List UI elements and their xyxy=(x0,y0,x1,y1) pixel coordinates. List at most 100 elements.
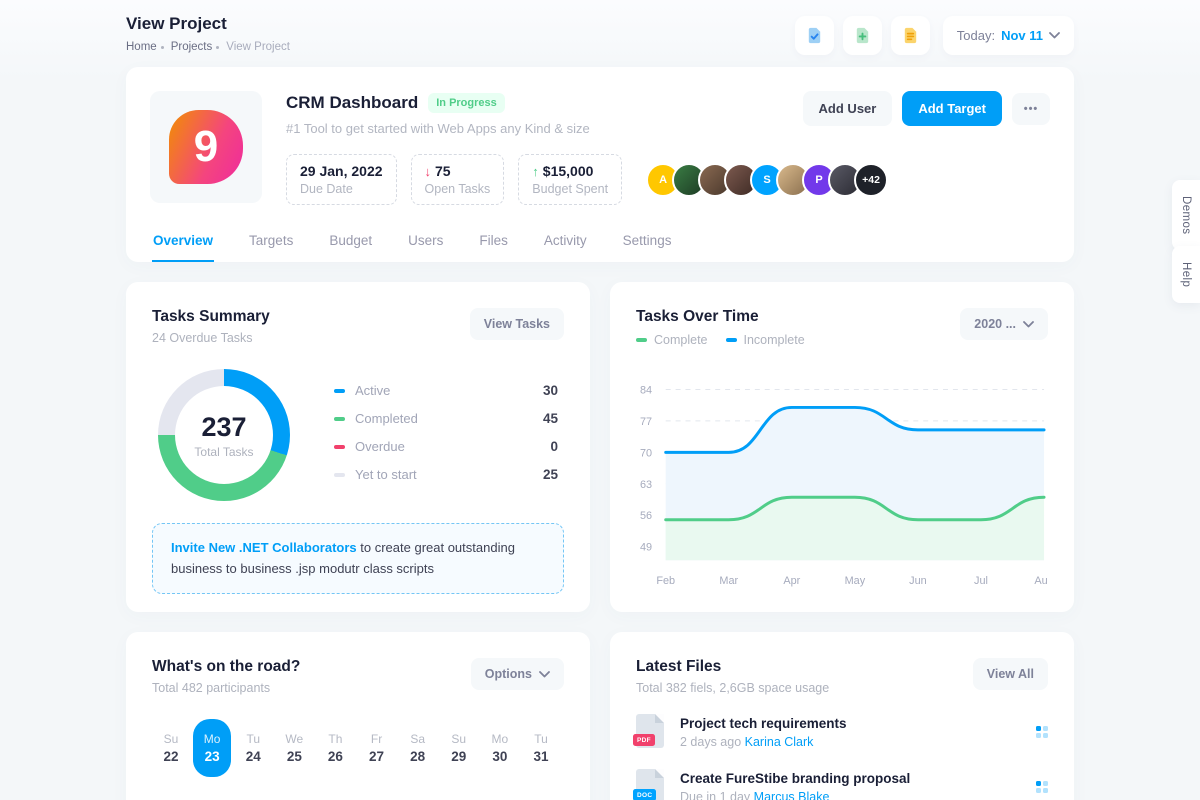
day-of-week: Tu xyxy=(246,732,260,746)
file-plus-button[interactable] xyxy=(842,16,882,55)
view-tasks-button[interactable]: View Tasks xyxy=(469,308,564,340)
breadcrumb-item-home[interactable]: Home xyxy=(126,41,157,53)
svg-text:Jun: Jun xyxy=(909,575,927,587)
tab-settings[interactable]: Settings xyxy=(622,233,672,248)
svg-text:49: 49 xyxy=(640,542,652,554)
project-card: 9 CRM Dashboard In Progress #1 Tool to g… xyxy=(126,67,1074,262)
svg-text:Apr: Apr xyxy=(783,575,800,587)
add-target-button[interactable]: Add Target xyxy=(902,91,1002,126)
tab-targets[interactable]: Targets xyxy=(249,233,294,248)
breadcrumb-separator xyxy=(160,45,164,49)
file-meta: 2 days ago Karina Clark xyxy=(680,734,814,749)
project-logo-box: 9 xyxy=(150,91,262,203)
avatar-group: A S P +42 xyxy=(646,162,889,197)
year-filter-dropdown[interactable]: 2020 ... xyxy=(960,308,1048,340)
stat-value: 75 xyxy=(435,163,451,179)
legend-dash-icon xyxy=(334,388,345,393)
invite-collaborators-link[interactable]: Invite New .NET Collaborators xyxy=(171,540,357,555)
legend-row-active: Active 30 xyxy=(334,379,558,402)
project-info: CRM Dashboard In Progress #1 Tool to get… xyxy=(286,91,1050,205)
latest-files-card: Latest Files Total 382 fiels, 2,6GB spac… xyxy=(610,632,1074,800)
day-number: 25 xyxy=(286,749,302,764)
tab-activity[interactable]: Activity xyxy=(543,233,587,248)
file-item[interactable]: PDF Project tech requirements 2 days ago… xyxy=(633,714,1048,750)
legend-complete: Complete xyxy=(636,333,708,347)
topbar: View Project Home Projects View Project xyxy=(126,14,1074,55)
line-chart: 84 77 70 63 56 49 Feb Mar Apr May Jun Jul Aug xyxy=(640,384,1048,587)
card-title: Latest Files xyxy=(636,658,722,675)
trend-down-icon: ↓ xyxy=(424,163,432,179)
file-name[interactable]: Create FureStibe branding proposal xyxy=(680,770,911,786)
trend-up-icon: ↑ xyxy=(532,163,539,179)
tasks-summary-card: Tasks Summary 24 Overdue Tasks View Task… xyxy=(126,282,590,612)
stat-label: Open Tasks xyxy=(424,182,491,196)
total-tasks-label: Total Tasks xyxy=(194,444,254,459)
legend-dash-icon xyxy=(636,338,647,342)
svg-text:Jul: Jul xyxy=(974,575,988,587)
file-item[interactable]: DOC Create FureStibe branding proposal D… xyxy=(633,769,1048,800)
avatar[interactable] xyxy=(724,162,759,197)
project-logo-icon: 9 xyxy=(169,110,243,184)
calendar-day[interactable]: Tu 24 xyxy=(234,719,272,777)
day-of-week: Fr xyxy=(370,732,383,746)
calendar-day[interactable]: Su 22 xyxy=(152,719,190,777)
avatar-more-count[interactable]: +42 xyxy=(854,162,889,197)
project-description: #1 Tool to get started with Web Apps any… xyxy=(286,121,590,136)
calendar-day[interactable]: We 25 xyxy=(275,719,313,777)
calendar-day[interactable]: Tu 31 xyxy=(522,719,560,777)
total-tasks-value: 237 xyxy=(201,411,247,442)
date-label: Today: xyxy=(956,28,996,43)
options-dropdown[interactable]: Options xyxy=(470,658,564,690)
donut-chart: 237 Total Tasks xyxy=(158,369,290,501)
breadcrumb-item-projects[interactable]: Projects xyxy=(170,41,213,53)
calendar-day[interactable]: Su 29 xyxy=(440,719,478,777)
card-subtitle: 24 Overdue Tasks xyxy=(152,331,253,345)
legend-row-completed: Completed 45 xyxy=(334,407,558,430)
file-check-icon xyxy=(805,26,824,45)
file-author-link[interactable]: Marcus Blake xyxy=(753,789,830,800)
project-stats: 29 Jan, 2022 Due Date ↓ 75 Open Tasks ↑ xyxy=(286,154,1050,205)
demos-side-tab[interactable]: Demos xyxy=(1172,180,1200,251)
chevron-down-icon xyxy=(1049,32,1060,39)
add-user-button[interactable]: Add User xyxy=(802,91,893,126)
breadcrumb-separator xyxy=(216,45,220,49)
page-title: View Project xyxy=(126,14,227,33)
file-lines-button[interactable] xyxy=(890,16,930,55)
tab-files[interactable]: Files xyxy=(479,233,508,248)
date-selector[interactable]: Today: Nov 11 xyxy=(942,16,1074,55)
calendar-day[interactable]: Sa 28 xyxy=(399,719,437,777)
legend-dash-icon xyxy=(334,416,345,421)
help-side-tab[interactable]: Help xyxy=(1172,246,1200,304)
file-menu-icon[interactable] xyxy=(1036,781,1048,793)
calendar-day-selected[interactable]: Mo 23 xyxy=(193,719,232,777)
day-number: 31 xyxy=(533,749,549,764)
view-all-button[interactable]: View All xyxy=(972,658,1048,690)
calendar-day[interactable]: Fr 27 xyxy=(358,719,396,777)
day-of-week: Tu xyxy=(534,732,548,746)
file-author-link[interactable]: Karina Clark xyxy=(744,734,814,749)
road-card: What's on the road? Total 482 participan… xyxy=(126,632,590,800)
day-of-week: We xyxy=(285,732,304,746)
more-options-button[interactable]: ••• xyxy=(1012,92,1050,125)
file-badge: DOC xyxy=(633,789,657,800)
calendar-day[interactable]: Mo 30 xyxy=(481,719,519,777)
project-name: CRM Dashboard xyxy=(286,93,419,112)
calendar-day[interactable]: Th 26 xyxy=(316,719,354,777)
calendar-strip: Su 22 Mo 23 Tu 24 We 25 Th 26 Fr 27 Sa 28 Su 29 … xyxy=(152,719,560,777)
status-badge: In Progress xyxy=(428,93,505,113)
tasks-over-time-card: Tasks Over Time Complete Incomplete 2020 xyxy=(610,282,1074,612)
tab-users[interactable]: Users xyxy=(408,233,444,248)
stat-budget-spent: ↑ $15,000 Budget Spent xyxy=(518,154,623,205)
svg-text:Feb: Feb xyxy=(656,575,675,587)
tab-budget[interactable]: Budget xyxy=(329,233,373,248)
stat-value: $15,000 xyxy=(542,163,594,179)
day-number: 30 xyxy=(492,749,508,764)
svg-text:Aug: Aug xyxy=(1034,575,1048,587)
file-check-button[interactable] xyxy=(794,16,834,55)
file-name[interactable]: Project tech requirements xyxy=(680,715,847,731)
svg-text:70: 70 xyxy=(640,447,652,459)
file-menu-icon[interactable] xyxy=(1036,726,1048,738)
stat-open-tasks: ↓ 75 Open Tasks xyxy=(410,154,505,205)
tab-overview[interactable]: Overview xyxy=(152,221,214,262)
day-number: 26 xyxy=(327,749,343,764)
